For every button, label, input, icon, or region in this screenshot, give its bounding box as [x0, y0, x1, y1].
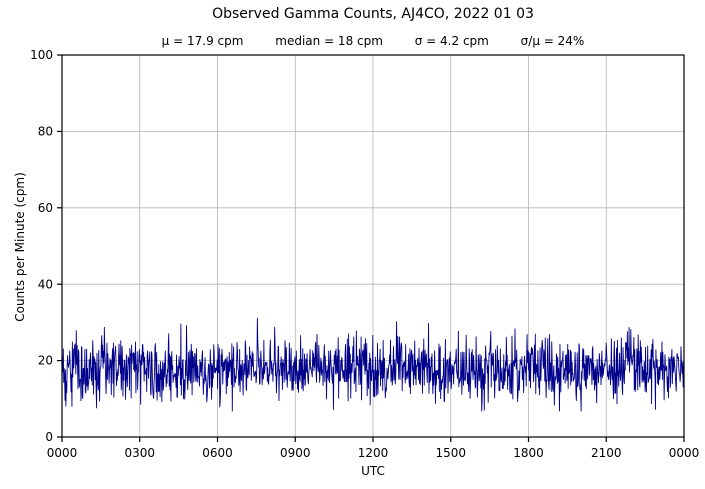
x-tick-label: 1500 — [435, 446, 466, 460]
x-tick-label: 0600 — [202, 446, 233, 460]
x-tick-label: 0000 — [47, 446, 78, 460]
y-tick-label: 40 — [38, 277, 53, 291]
chart-title: Observed Gamma Counts, AJ4CO, 2022 01 03 — [212, 6, 534, 22]
stat-ratio: σ/μ = 24% — [520, 34, 585, 48]
y-tick-label: 80 — [38, 124, 53, 138]
stat-mean: μ = 17.9 cpm — [161, 34, 244, 48]
stat-median: median = 18 cpm — [275, 34, 383, 48]
x-tick-label: 2100 — [591, 446, 622, 460]
x-tick-label: 0000 — [669, 446, 700, 460]
stat-sigma: σ = 4.2 cpm — [414, 34, 489, 48]
y-tick-label: 60 — [38, 201, 53, 215]
x-tick-label: 1200 — [358, 446, 389, 460]
x-tick-label: 1800 — [513, 446, 544, 460]
y-tick-label: 0 — [45, 430, 53, 444]
x-tick-label: 0300 — [124, 446, 155, 460]
x-tick-label: 0900 — [280, 446, 311, 460]
y-tick-label: 20 — [38, 354, 53, 368]
y-tick-label: 100 — [30, 48, 53, 62]
chart-subtitle: μ = 17.9 cpm median = 18 cpm σ = 4.2 cpm… — [62, 34, 684, 48]
x-axis-label: UTC — [361, 464, 385, 478]
series-line — [61, 317, 685, 412]
